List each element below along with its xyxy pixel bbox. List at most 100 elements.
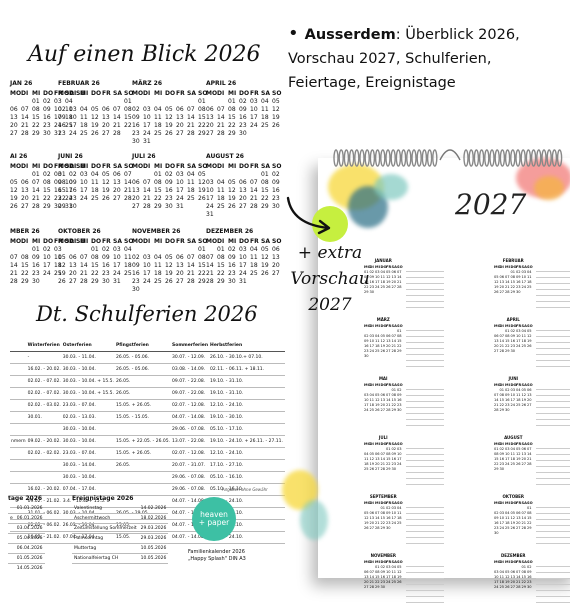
day-cell: 01 [32,246,40,253]
day-cell: 21 [380,462,386,466]
day-cell: 09 [494,516,499,520]
day-cell: 23 [102,270,110,277]
weekday-label: MO [364,265,371,269]
weekday-label: SA [521,442,527,446]
day-cell: 06 [499,275,505,279]
day-cell: 02 [165,171,173,178]
weekday-label: DI [21,90,29,97]
table-cell [114,471,172,484]
weekday-label: MO [206,163,218,170]
bullet-text: : Überblick 2026, Vorschau 2027, Schulfe… [288,27,520,91]
weekday-label: MO [494,560,501,564]
weekday-label: DI [69,238,77,245]
event-day-row: Valentinstag 14.02.2026 [72,504,169,514]
weekday-label: DI [217,163,225,170]
day-cell: 20 [386,344,391,348]
weekday-label: MO [364,560,371,564]
weekday-label: MI [154,238,163,245]
weekday-label: FR [386,265,392,269]
day-cell [69,246,80,254]
weekday-label: SO [272,90,282,97]
table-cell: 16.02. - 20.02. [26,363,62,376]
weekday-label: MI [505,501,510,505]
day-cell: 11 [369,398,375,402]
day-cell: 26 [380,349,386,353]
day-cell: 14 [187,262,195,269]
weekday-label: FR [250,163,259,170]
day-grid: 01 02 03 04 05 06 07 08 09 10 11 12 13 14 15 16 17 18 19 20… [58,171,135,211]
day-cell: 24 [505,462,510,466]
weekday-label: SO [76,238,86,245]
table-header: Winterferien [26,340,62,352]
day-cell: 23 [364,349,369,353]
day-cell: 01 [499,388,505,392]
preview-day-grid: 01 02 03 04 05 06 07 08 09 10 11 12 13 14 15 16 17 18 19 20… [364,565,403,590]
list-cell: 18.02.2026 [138,513,169,524]
day-cell [10,98,21,106]
spiral-ring [380,149,386,167]
day-cell [261,130,272,138]
day-cell: 08 [397,334,402,338]
day-cell: 20 [380,403,386,407]
day-cell: 04 [380,270,386,274]
preview-month: MAI MO DI MI DO FR SA SO 01 02 03 04 05 06 07 08 09 10 11 1… [364,376,403,413]
spiral-ring [536,149,542,167]
weekday-label: FR [250,90,259,97]
day-cell: 19 [228,195,236,202]
day-cell: 01 [391,388,397,392]
day-cell: 22 [380,521,386,525]
day-cell: 10 [505,452,510,456]
day-cell: 03 [510,388,516,392]
weekday-label: SA [187,238,196,245]
day-cell: 28 [32,203,40,210]
day-cell: 27 [206,130,214,137]
day-cell: 14 [499,339,505,343]
day-cell: 28 [21,130,29,137]
day-cell: 05 [369,452,375,456]
day-cell: 23 [54,195,62,202]
day-cell: 07 [521,511,527,515]
table-cell: 30.01. [26,411,62,424]
day-cell: 02 [397,388,402,392]
preview-month-name: NOVEMBER [370,553,396,558]
day-cell: 01 [494,447,499,451]
day-cell [272,130,283,138]
day-cell: 30 [364,354,369,358]
day-cell: 06 [69,254,77,261]
day-cell: 16 [228,262,236,269]
weekday-label: DI [369,383,374,387]
weekday-label: SO [198,238,208,245]
day-cell: 28 [250,203,258,210]
day-cell: 07 [397,270,402,274]
day-cell: 29 [510,290,516,294]
preview-month-name: JANUAR [374,258,392,263]
day-cell: 18 [91,187,99,194]
table-cell: 13.07. - 22.08. [171,435,210,448]
day-cell [250,278,261,286]
day-cell: 29 [391,408,397,412]
day-cell: 14 [397,275,402,279]
day-cell [10,246,21,254]
day-cell: 04 [521,329,527,333]
weekday-label: DI [369,324,374,328]
weekday-label: DO [380,501,387,505]
day-cell: 10 [364,398,369,402]
day-cell: 06 [527,388,532,392]
day-cell: 15 [91,262,99,269]
day-cell: 03 [69,106,77,113]
day-cell: 21 [10,270,18,277]
day-cell [132,246,143,254]
day-cell: 26 [397,580,402,584]
preview-day-grid: 01 02 03 04 05 06 07 08 09 10 11 12 13 14 15 16 17 18 19 20… [494,506,533,536]
day-cell: 04 [369,393,375,397]
table-cell: 09.07. - 22.08. [171,387,210,400]
weekday-label: DO [510,501,517,505]
overview-month: APRIL 26 MO DI MI DO FR SA SO 01 02 03 04 05 06 07 08 09… [206,80,283,138]
day-cell: 17 [397,457,402,461]
day-cell: 21 [386,403,391,407]
day-cell: 03 [386,565,391,569]
day-cell: 01 [386,447,391,451]
day-cell [154,138,165,146]
spiral-ring [426,149,433,167]
day-cell: 02 [391,447,397,451]
